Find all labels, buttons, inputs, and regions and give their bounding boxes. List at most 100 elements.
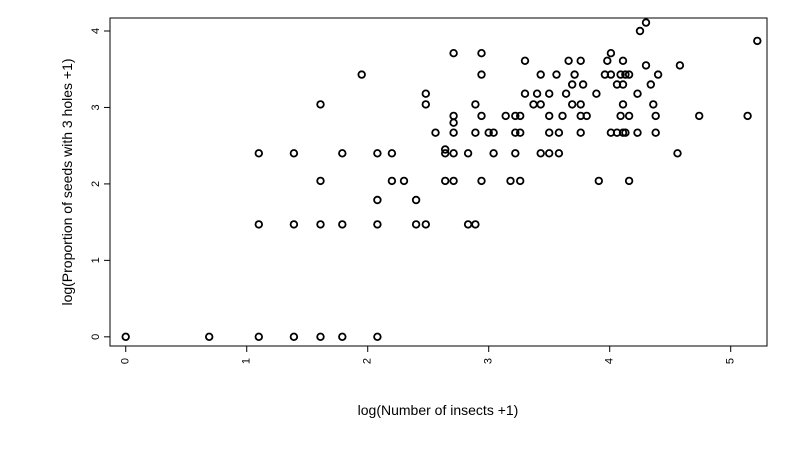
data-point (506, 176, 515, 186)
data-point (554, 128, 564, 137)
data-point (618, 100, 628, 109)
data-point (449, 149, 458, 158)
data-point (545, 149, 554, 158)
data-point (545, 89, 554, 98)
data-point (633, 89, 642, 98)
data-point (568, 80, 577, 89)
data-point (484, 128, 493, 137)
data-point (441, 149, 450, 158)
x-axis-label: log(Number of insects +1) (358, 402, 519, 418)
data-point (463, 149, 473, 158)
plot-frame (109, 17, 768, 347)
data-point (618, 80, 628, 89)
data-point (411, 220, 421, 229)
data-point (594, 176, 603, 186)
data-point (568, 100, 577, 109)
data-point (449, 176, 458, 186)
y-tick-label: 2 (90, 181, 102, 187)
data-point (316, 100, 325, 109)
data-point (520, 89, 530, 98)
data-point (753, 36, 762, 46)
data-point (516, 111, 525, 121)
data-point (511, 128, 520, 137)
data-point (578, 80, 588, 89)
data-point (421, 100, 430, 109)
data-point (624, 176, 634, 186)
data-point (561, 89, 571, 98)
data-point (649, 100, 658, 109)
data-point (536, 149, 545, 158)
data-point (552, 70, 561, 79)
data-point (431, 128, 440, 137)
data-point (520, 56, 530, 65)
x-tick-label: 4 (604, 358, 616, 364)
data-point (471, 128, 480, 137)
data-point (641, 61, 651, 70)
data-point (606, 70, 616, 79)
data-point (289, 149, 299, 158)
x-axis: 0 1 2 3 4 5 (120, 346, 737, 364)
data-point (641, 18, 651, 27)
data-point (621, 128, 630, 137)
data-point (576, 56, 585, 65)
data-point (449, 118, 458, 127)
y-tick-label: 3 (90, 104, 102, 110)
data-point (651, 128, 660, 137)
data-point (511, 149, 520, 158)
data-point (373, 195, 382, 205)
data-point (501, 111, 510, 121)
data-point (582, 111, 591, 121)
data-point (471, 220, 480, 229)
data-point (621, 70, 630, 79)
data-point (616, 70, 625, 79)
data-point (204, 332, 214, 341)
data-point (316, 332, 325, 341)
data-point (545, 128, 554, 137)
data-point (477, 111, 486, 121)
data-point (606, 49, 616, 58)
data-point (316, 176, 325, 186)
data-point (463, 220, 473, 229)
y-axis: 0 1 2 3 4 (90, 28, 110, 340)
data-point (338, 220, 347, 229)
data-point (477, 49, 486, 58)
data-point (387, 176, 397, 186)
y-tick-label: 1 (90, 257, 102, 263)
data-point (338, 149, 347, 158)
data-point (624, 111, 634, 121)
data-point (743, 111, 752, 121)
y-tick-label: 4 (90, 28, 102, 34)
data-point (673, 149, 682, 158)
data-point (576, 128, 585, 137)
data-point (357, 70, 366, 79)
data-point (646, 80, 655, 89)
x-tick-label: 1 (241, 358, 253, 364)
data-point (489, 128, 498, 137)
data-point (616, 111, 625, 121)
data-point (254, 332, 263, 341)
data-point (289, 332, 299, 341)
data-point (421, 220, 430, 229)
data-point (254, 220, 263, 229)
data-point (576, 100, 585, 109)
data-point (511, 111, 520, 121)
data-point (653, 70, 663, 79)
data-point (545, 111, 554, 121)
data-point (421, 89, 430, 98)
data-point (695, 111, 704, 121)
data-point (373, 149, 382, 158)
data-point (536, 100, 545, 109)
data-point (471, 100, 480, 109)
data-point (373, 220, 382, 229)
data-point (254, 149, 263, 158)
x-tick-label: 3 (483, 358, 495, 364)
data-point (289, 220, 299, 229)
data-point (477, 70, 486, 79)
data-point (558, 111, 567, 121)
data-point (316, 220, 325, 229)
data-point (633, 128, 642, 137)
data-point (477, 176, 486, 186)
x-tick-label: 0 (120, 358, 132, 364)
data-point (441, 176, 450, 186)
